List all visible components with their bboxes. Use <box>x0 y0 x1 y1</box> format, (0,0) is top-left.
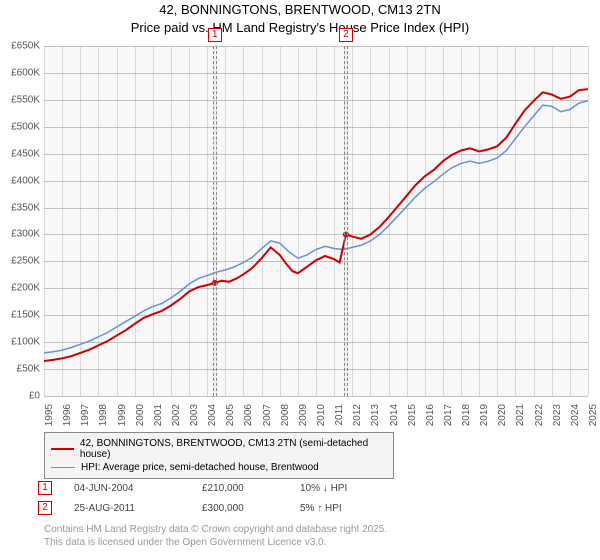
x-tick-label: 2011 <box>334 404 345 426</box>
y-tick-label: £650K <box>11 41 40 52</box>
x-tick-label: 2004 <box>207 404 218 426</box>
y-tick-label: £100K <box>11 337 40 348</box>
x-tick-label: 2003 <box>189 404 200 426</box>
x-tick-label: 2021 <box>515 404 526 426</box>
x-axis: 1995 1996 1997 1998 1999 2000 2001 2002 2003 2004… <box>44 398 588 434</box>
x-tick-label: 2008 <box>280 404 291 426</box>
marker-box: 2 <box>339 28 353 42</box>
y-tick-label: £150K <box>11 310 40 321</box>
marker-table-row: 2 25-AUG-2011 £300,000 5% ↑ HPI <box>38 498 582 518</box>
y-tick-label: £300K <box>11 229 40 240</box>
marker-band <box>344 46 349 396</box>
y-tick-label: £550K <box>11 94 40 105</box>
footnote-line1: Contains HM Land Registry data © Crown c… <box>44 524 588 537</box>
marker-date: 25-AUG-2011 <box>74 503 194 514</box>
marker-id-box: 2 <box>38 501 66 515</box>
y-tick-label: £50K <box>17 364 40 375</box>
marker-table: 1 04-JUN-2004 £210,000 10% ↓ HPI 2 25-AUG-201… <box>38 478 582 518</box>
x-tick-label: 2015 <box>407 404 418 426</box>
x-tick-label: 1997 <box>80 404 91 426</box>
x-tick-label: 1995 <box>44 404 55 426</box>
x-tick-label: 2010 <box>316 404 327 426</box>
y-axis: £0£50K£100K£150K£200K£250K£300K£350K£400… <box>0 46 42 396</box>
legend-swatch-1 <box>51 448 74 450</box>
x-tick-label: 2007 <box>262 404 273 426</box>
x-tick-label: 2025 <box>588 404 599 426</box>
y-tick-label: £450K <box>11 148 40 159</box>
x-tick-label: 1999 <box>117 404 128 426</box>
chart-container: 42, BONNINGTONS, BRENTWOOD, CM13 2TN Pri… <box>0 0 600 560</box>
x-tick-label: 2002 <box>171 404 182 426</box>
marker-id-box: 1 <box>38 481 66 495</box>
legend-row-series1: 42, BONNINGTONS, BRENTWOOD, CM13 2TN (se… <box>51 437 387 461</box>
chart-title-line2: Price paid vs. HM Land Registry's House … <box>0 18 600 36</box>
plot-area: 12 <box>44 46 588 396</box>
gridline-h <box>44 396 588 397</box>
y-tick-label: £500K <box>11 121 40 132</box>
x-tick-label: 2006 <box>243 404 254 426</box>
legend-swatch-2 <box>51 467 75 468</box>
legend: 42, BONNINGTONS, BRENTWOOD, CM13 2TN (se… <box>44 432 394 479</box>
y-tick-label: £600K <box>11 67 40 78</box>
legend-label-2: HPI: Average price, semi-detached house,… <box>81 462 319 473</box>
x-tick-label: 2014 <box>389 404 400 426</box>
x-tick-label: 2017 <box>443 404 454 426</box>
y-tick-label: £350K <box>11 202 40 213</box>
y-tick-label: £250K <box>11 256 40 267</box>
x-tick-label: 1998 <box>98 404 109 426</box>
x-tick-label: 1996 <box>62 404 73 426</box>
marker-table-row: 1 04-JUN-2004 £210,000 10% ↓ HPI <box>38 478 582 498</box>
marker-price: £300,000 <box>202 503 292 514</box>
x-tick-label: 2013 <box>370 404 381 426</box>
x-tick-label: 2001 <box>153 404 164 426</box>
x-tick-label: 2024 <box>570 404 581 426</box>
marker-delta: 10% ↓ HPI <box>300 483 420 494</box>
chart-title-line1: 42, BONNINGTONS, BRENTWOOD, CM13 2TN <box>0 0 600 18</box>
marker-band <box>213 46 218 396</box>
gridline-v <box>588 46 589 396</box>
x-tick-label: 2016 <box>425 404 436 426</box>
y-tick-label: £0 <box>29 391 40 402</box>
marker-delta: 5% ↑ HPI <box>300 503 420 514</box>
line-plot <box>44 46 588 396</box>
x-tick-label: 2023 <box>552 404 563 426</box>
series-price_paid <box>44 89 588 361</box>
x-tick-label: 2012 <box>352 404 363 426</box>
x-tick-label: 2022 <box>534 404 545 426</box>
legend-row-series2: HPI: Average price, semi-detached house,… <box>51 461 387 474</box>
y-tick-label: £400K <box>11 175 40 186</box>
legend-label-1: 42, BONNINGTONS, BRENTWOOD, CM13 2TN (se… <box>80 438 387 460</box>
marker-date: 04-JUN-2004 <box>74 483 194 494</box>
marker-box: 1 <box>208 28 222 42</box>
x-tick-label: 2018 <box>461 404 472 426</box>
x-tick-label: 2009 <box>298 404 309 426</box>
footnote-line2: This data is licensed under the Open Gov… <box>44 537 588 550</box>
x-tick-label: 2019 <box>479 404 490 426</box>
x-tick-label: 2005 <box>225 404 236 426</box>
x-tick-label: 2020 <box>497 404 508 426</box>
marker-price: £210,000 <box>202 483 292 494</box>
x-tick-label: 2000 <box>135 404 146 426</box>
footnote: Contains HM Land Registry data © Crown c… <box>44 524 588 549</box>
y-tick-label: £200K <box>11 283 40 294</box>
